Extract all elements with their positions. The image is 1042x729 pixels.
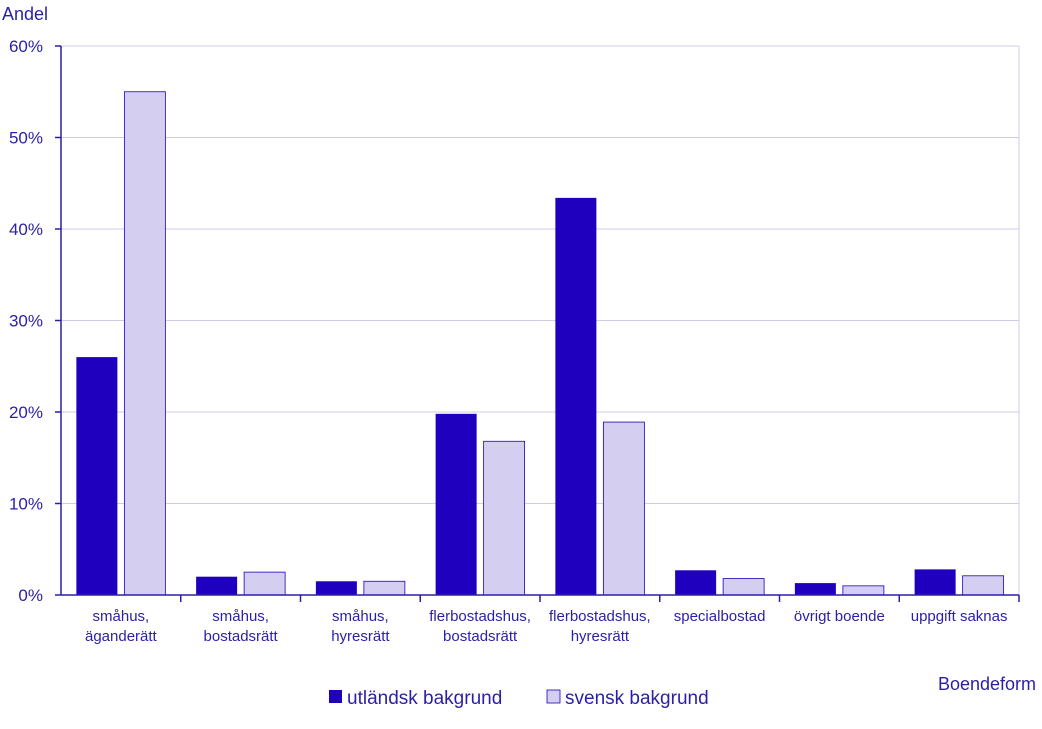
legend: utländsk bakgrund svensk bakgrund — [329, 688, 709, 709]
y-tick-label: 30% — [9, 312, 43, 331]
x-category-labels: småhus, äganderätt småhus, bostadsrätt småhu… — [85, 595, 1020, 645]
x-category-label: bostadsrätt — [204, 628, 279, 645]
x-category-label: småhus, — [332, 608, 389, 625]
x-category-label: hyresrätt — [331, 628, 390, 645]
bar-svensk — [602, 421, 645, 596]
y-tick-label: 40% — [9, 220, 43, 239]
y-tick-label: 0% — [18, 586, 43, 605]
bar-utlandsk — [914, 569, 956, 595]
legend-label: utländsk bakgrund — [347, 688, 502, 709]
x-category-label: hyresrätt — [571, 628, 630, 645]
bar-utlandsk — [675, 570, 717, 595]
bar-utlandsk — [435, 413, 477, 595]
legend-label: svensk bakgrund — [565, 688, 709, 709]
bar-svensk — [842, 585, 885, 596]
gridlines — [55, 45, 1020, 596]
bar-svensk — [123, 91, 166, 596]
bar-utlandsk — [196, 576, 238, 595]
y-tick-label: 20% — [9, 403, 43, 422]
x-category-label: uppgift saknas — [911, 608, 1008, 625]
bar-svensk — [962, 575, 1005, 596]
x-category-label: äganderätt — [85, 628, 158, 645]
x-category-label: flerbostadshus, — [549, 608, 651, 625]
bars — [76, 91, 1005, 596]
y-tick-label: 50% — [9, 129, 43, 148]
bar-svensk — [363, 580, 406, 596]
x-axis-title: Boendeform — [938, 674, 1036, 694]
legend-swatch — [546, 689, 561, 704]
x-category-label: bostadsrätt — [443, 628, 518, 645]
y-tick-labels: 0% 10% 20% 30% 40% 50% 60% — [9, 37, 43, 605]
bar-utlandsk — [76, 357, 118, 595]
y-axis-title: Andel — [2, 4, 48, 24]
bar-svensk — [243, 571, 286, 596]
bar-utlandsk — [555, 197, 597, 595]
x-category-label: övrigt boende — [794, 608, 885, 625]
y-tick-label: 60% — [9, 37, 43, 56]
x-category-label: flerbostadshus, — [429, 608, 531, 625]
x-category-label: specialbostad — [674, 608, 766, 625]
x-category-label: småhus, — [93, 608, 150, 625]
x-category-label: småhus, — [212, 608, 269, 625]
bar-utlandsk — [794, 583, 836, 595]
bar-svensk — [483, 440, 526, 596]
bar-svensk — [722, 578, 765, 596]
y-tick-label: 10% — [9, 495, 43, 514]
legend-swatch — [329, 690, 342, 703]
bar-utlandsk — [315, 581, 357, 595]
